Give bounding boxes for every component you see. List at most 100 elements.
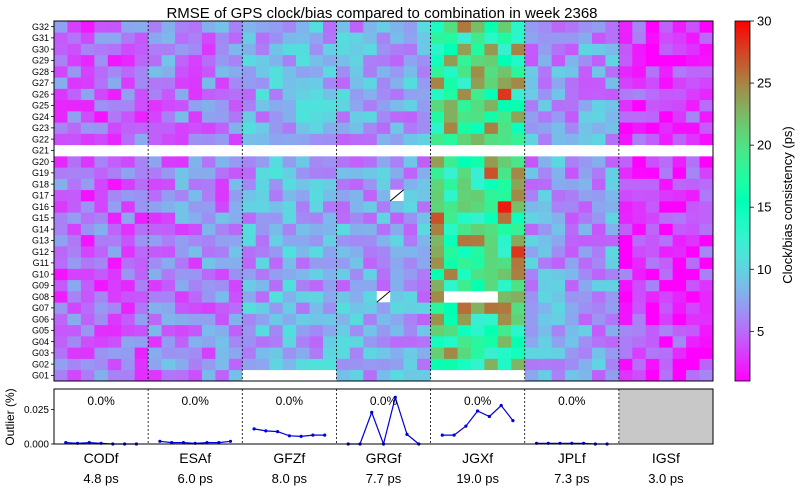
heat-cell: [390, 358, 405, 371]
heat-cell: [322, 77, 337, 89]
heat-cell: [228, 178, 243, 191]
colorbar-tick-label: 5: [757, 324, 764, 339]
heat-cell: [67, 156, 82, 168]
heat-cell: [336, 313, 351, 326]
heat-cell: [417, 43, 431, 56]
heat-cell: [134, 268, 149, 281]
heat-cell: [296, 234, 310, 247]
heat-cell: [94, 144, 109, 157]
heat-cell: [618, 133, 633, 146]
heat-cell: [54, 144, 68, 157]
sat-tick-label: G30: [32, 44, 49, 54]
heat-cell: [699, 279, 714, 292]
heat-cell: [296, 324, 310, 337]
heat-cell: [591, 32, 606, 44]
heat-cell: [67, 246, 82, 258]
heat-cell: [538, 201, 552, 213]
heat-cell: [497, 88, 512, 101]
heat-cell: [618, 189, 633, 202]
heat-cell: [457, 144, 472, 157]
heat-cell: [228, 77, 243, 89]
heat-cell: [161, 54, 176, 67]
heat-cell: [376, 178, 391, 191]
heat-cell: [80, 223, 95, 236]
heat-cell: [215, 77, 230, 89]
heat-cell: [497, 66, 512, 78]
heat-cell: [645, 54, 660, 67]
heat-cell: [430, 201, 445, 213]
heat-cell: [94, 66, 109, 78]
heat-cell: [121, 88, 136, 101]
heat-cell: [632, 223, 647, 236]
heat-cell: [686, 358, 700, 371]
heat-cell: [161, 291, 176, 303]
heat-cell: [484, 32, 499, 44]
heat-cell: [228, 133, 243, 146]
heat-cell: [161, 268, 176, 281]
outlier-point: [158, 439, 162, 443]
heat-cell: [457, 347, 472, 359]
heat-cell: [417, 347, 431, 359]
heat-cell: [470, 358, 485, 371]
heat-cell: [484, 133, 499, 146]
heat-cell: [659, 212, 673, 224]
heat-cell: [632, 167, 647, 179]
heat-cell: [363, 279, 378, 292]
heat-cell: [578, 279, 593, 292]
heat-cell: [255, 77, 270, 89]
heat-cell: [228, 144, 243, 157]
heat-cell: [215, 257, 230, 269]
heat-cell: [578, 133, 593, 146]
heat-cell: [67, 144, 82, 157]
heat-cell: [497, 358, 512, 371]
heat-cell: [686, 279, 700, 292]
heat-cell: [296, 32, 310, 44]
heat-cell: [322, 212, 337, 224]
heat-cell: [538, 358, 552, 371]
heat-cell: [565, 369, 579, 382]
heat-cell: [524, 268, 539, 281]
heat-cell: [672, 178, 687, 191]
heat-cell: [524, 189, 539, 202]
heat-cell: [645, 77, 660, 89]
heat-cell: [188, 313, 203, 326]
heat-cell: [403, 156, 418, 168]
outlier-point: [440, 433, 444, 437]
sat-tick-label: G29: [32, 56, 49, 66]
heat-cell: [349, 77, 364, 89]
heat-cell: [470, 88, 485, 101]
heat-cell: [282, 156, 297, 168]
heat-cell: [175, 358, 189, 371]
heat-cell: [457, 302, 472, 314]
heat-cell: [121, 133, 136, 146]
heat-cell: [457, 324, 472, 337]
heat-cell: [336, 347, 351, 359]
heat-cell: [457, 178, 472, 191]
heat-cell: [403, 212, 418, 224]
heat-cell: [578, 156, 593, 168]
heat-cell: [349, 336, 364, 348]
heat-cell: [349, 234, 364, 247]
heat-cell: [672, 268, 687, 281]
heat-cell: [686, 234, 700, 247]
heat-cell: [524, 66, 539, 78]
heat-cell: [578, 257, 593, 269]
heat-cell: [672, 279, 687, 292]
heat-cell: [94, 156, 109, 168]
sat-tick-label: G03: [32, 348, 49, 358]
heat-cell: [645, 66, 660, 78]
heat-cell: [242, 189, 257, 202]
heat-cell: [148, 133, 162, 146]
heat-cell: [430, 156, 445, 168]
heat-cell: [134, 189, 149, 202]
heat-cell: [175, 268, 189, 281]
heat-cell: [672, 21, 687, 33]
heat-cell: [551, 302, 566, 314]
heat-cell: [363, 347, 378, 359]
heat-cell: [605, 302, 620, 314]
heat-cell: [605, 313, 620, 326]
heat-cell: [403, 66, 418, 78]
heat-cell: [699, 167, 714, 179]
heat-cell: [228, 167, 243, 179]
heat-cell: [497, 111, 512, 123]
